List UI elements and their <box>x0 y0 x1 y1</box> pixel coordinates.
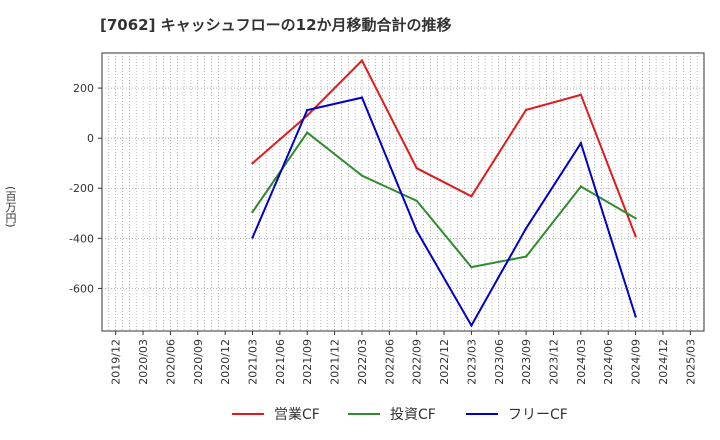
x-tick-label: 2020/12 <box>219 339 232 385</box>
data-point <box>524 255 528 258</box>
grid <box>102 53 704 331</box>
data-point <box>579 93 583 97</box>
y-axis-ticks: 200 0 -200 -400 -600 <box>69 82 102 295</box>
series-line-2 <box>251 131 637 269</box>
x-tick-label: 2022/12 <box>438 339 451 385</box>
data-point <box>579 185 583 188</box>
legend-label: フリーCF <box>508 407 568 423</box>
x-tick-label: 2022/09 <box>411 339 424 385</box>
data-point <box>579 141 583 145</box>
x-tick-label: 2022/03 <box>356 339 369 385</box>
x-tick-label: 2024/09 <box>630 339 643 385</box>
series-line-1 <box>251 58 637 237</box>
x-tick-label: 2024/12 <box>657 339 670 385</box>
data-point <box>360 174 364 177</box>
x-tick-label: 2021/09 <box>301 339 314 385</box>
x-tick-label: 2023/06 <box>493 339 506 385</box>
data-point <box>360 59 364 62</box>
series-line-3 <box>251 96 637 328</box>
data-point <box>524 227 528 230</box>
data-point <box>415 199 418 202</box>
data-point <box>634 315 637 318</box>
y-tick-label: 0 <box>87 132 94 145</box>
y-tick-label: -400 <box>69 232 94 245</box>
data-point <box>634 235 637 238</box>
data-point <box>634 217 637 220</box>
data-point <box>470 195 473 198</box>
x-tick-label: 2020/06 <box>164 339 177 385</box>
x-tick-label: 2021/12 <box>329 339 342 385</box>
y-tick-label: -600 <box>69 282 94 295</box>
data-point <box>306 108 309 112</box>
chart-title: [7062] キャッシュフローの12か月移動合計の推移 <box>100 16 452 34</box>
y-tick-label: 200 <box>73 82 94 95</box>
legend-label: 営業CF <box>274 407 320 423</box>
x-tick-label: 2022/06 <box>383 339 396 385</box>
x-axis-ticks: 2019/12 2020/03 2020/06 2020/09 2020/12 2021/… <box>110 331 697 385</box>
x-tick-label: 2024/03 <box>575 339 588 385</box>
data-point <box>306 131 309 134</box>
data-point <box>251 161 254 165</box>
data-point <box>306 114 309 117</box>
x-tick-label: 2023/12 <box>548 339 561 385</box>
x-tick-label: 2023/09 <box>520 339 533 385</box>
x-tick-label: 2020/03 <box>137 339 150 385</box>
data-point <box>470 265 473 269</box>
data-point <box>415 229 418 233</box>
x-tick-label: 2024/06 <box>602 339 615 385</box>
data-point <box>524 108 528 112</box>
x-tick-label: 2025/03 <box>684 339 697 385</box>
y-axis-label: (百万円) <box>4 186 17 228</box>
y-tick-label: -200 <box>69 182 94 195</box>
data-point <box>360 96 364 99</box>
data-point <box>251 210 254 214</box>
x-tick-label: 2023/03 <box>465 339 478 385</box>
series-lines <box>251 58 637 328</box>
x-tick-label: 2020/09 <box>192 339 205 385</box>
data-point <box>415 167 418 170</box>
data-point <box>251 236 254 239</box>
legend: 営業CF 投資CF フリーCF <box>232 407 568 423</box>
x-tick-label: 2021/06 <box>274 339 287 385</box>
x-tick-label: 2019/12 <box>110 339 123 385</box>
legend-label: 投資CF <box>390 407 436 423</box>
data-point <box>470 324 473 327</box>
x-tick-label: 2021/03 <box>247 339 260 385</box>
